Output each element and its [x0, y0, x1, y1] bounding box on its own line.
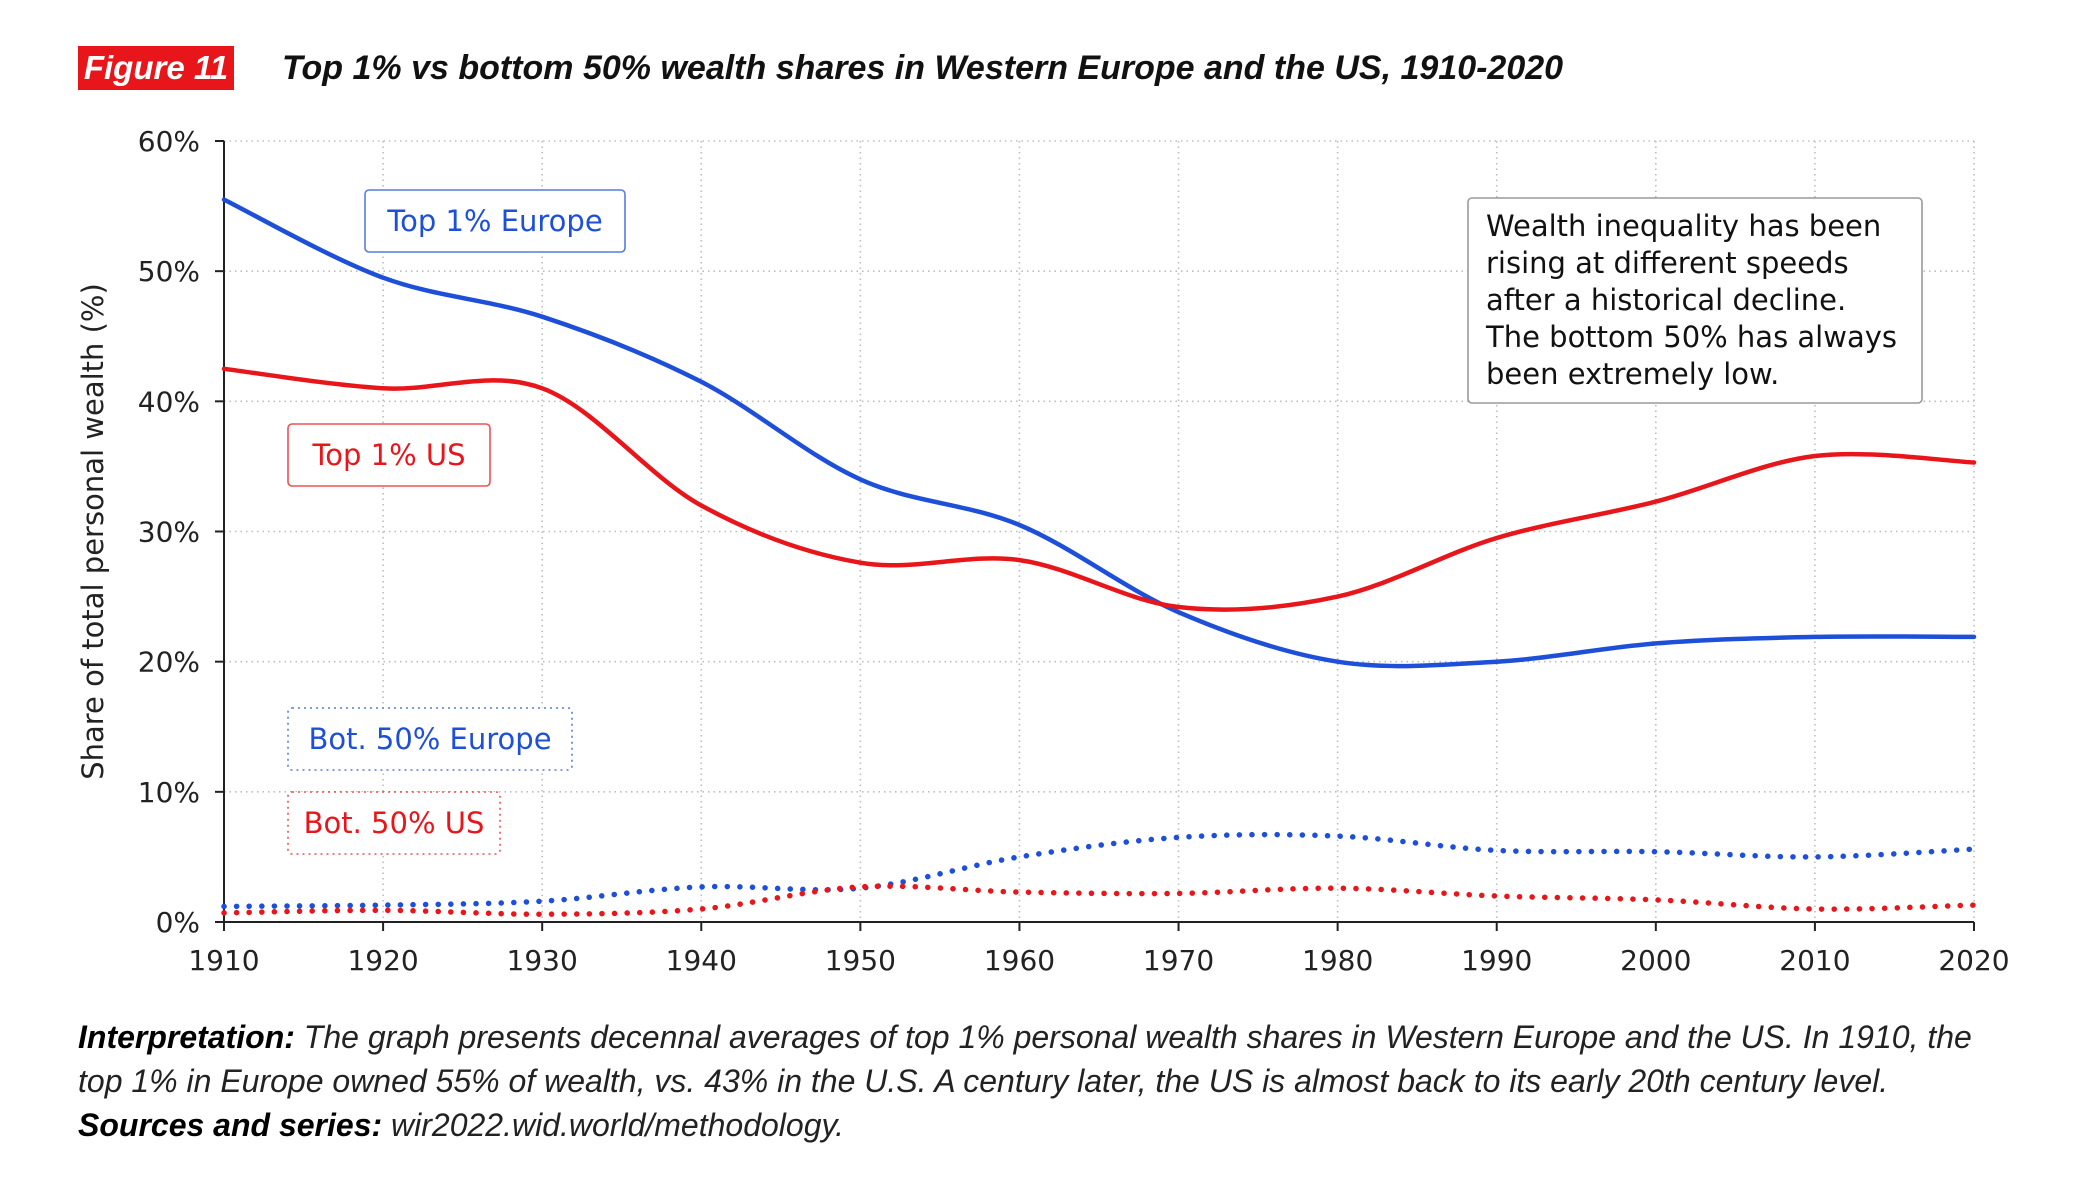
legend-label-bot-50-us: Bot. 50% US — [304, 806, 485, 840]
x-tick-label: 2010 — [1779, 944, 1850, 977]
y-tick-label: 30% — [138, 516, 200, 549]
x-tick-label: 1950 — [825, 944, 896, 977]
annotation-line: Wealth inequality has been — [1486, 209, 1881, 243]
annotation-line: been extremely low. — [1486, 357, 1779, 391]
x-tick-label: 1920 — [347, 944, 418, 977]
y-tick-label: 20% — [138, 646, 200, 679]
x-tick-label: 1980 — [1302, 944, 1373, 977]
annotation-line: The bottom 50% has always — [1485, 320, 1897, 354]
y-tick-label: 40% — [138, 385, 200, 418]
y-tick-label: 50% — [138, 255, 200, 288]
interpretation-note: Interpretation: The graph presents decen… — [78, 1015, 2018, 1147]
x-tick-label: 2020 — [1938, 944, 2009, 977]
x-tick-label: 1990 — [1461, 944, 1532, 977]
y-tick-label: 0% — [156, 906, 200, 939]
x-tick-label: 1970 — [1143, 944, 1214, 977]
y-tick-label: 10% — [138, 776, 200, 809]
interpretation-text: The graph presents decennal averages of … — [78, 1019, 1972, 1099]
legend-label-bot-50-europe: Bot. 50% Europe — [308, 722, 551, 756]
series-line-top-1-us — [224, 369, 1974, 610]
x-tick-label: 1930 — [507, 944, 578, 977]
interpretation-label: Interpretation: — [78, 1019, 295, 1055]
x-tick-label: 1940 — [666, 944, 737, 977]
sources-text: wir2022.wid.world/methodology. — [382, 1107, 844, 1143]
annotation-line: rising at different speeds — [1486, 246, 1849, 280]
series-labels: Top 1% Europe Top 1% US Bot. 50% Europe Bot… — [288, 190, 625, 854]
legend-label-top-1-europe: Top 1% Europe — [386, 204, 602, 238]
sources-label: Sources and series: — [78, 1107, 382, 1143]
x-tick-label: 1960 — [984, 944, 1055, 977]
x-tick-label: 1910 — [188, 944, 259, 977]
y-tick-label: 60% — [138, 125, 200, 158]
x-tick-label: 2000 — [1620, 944, 1691, 977]
line-chart: 0% 10% 20% 30% 40% 50% 60% 1910 1920 1930 1940 1950… — [0, 0, 2074, 1000]
annotation-line: after a historical decline. — [1486, 283, 1846, 317]
series-line-bot-50-us — [224, 886, 1974, 914]
y-axis-label: Share of total personal wealth (%) — [76, 283, 110, 780]
legend-label-top-1-us: Top 1% US — [311, 438, 465, 472]
